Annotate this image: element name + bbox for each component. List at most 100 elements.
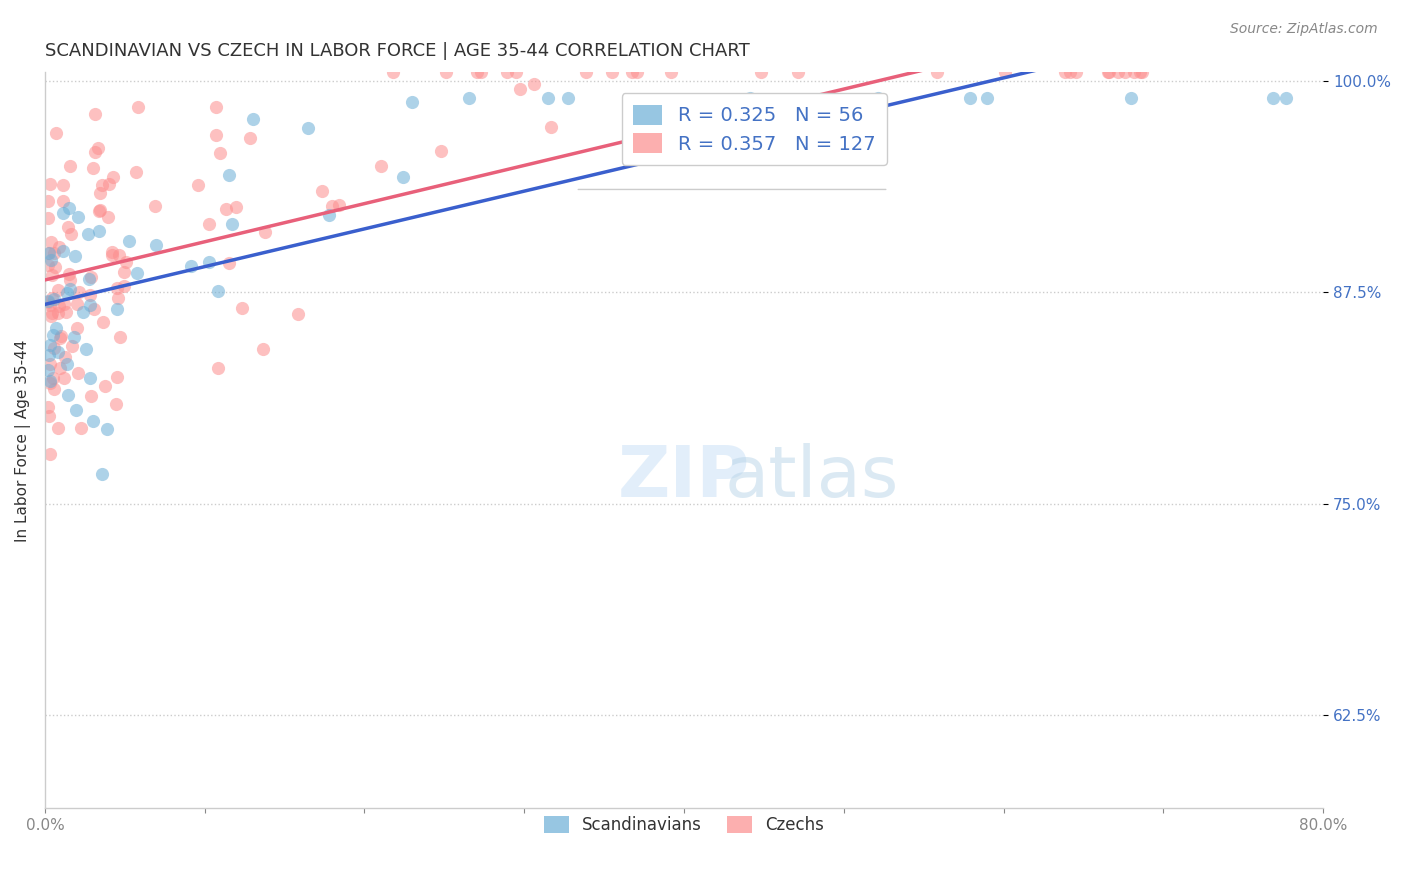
Point: [740, 91, 762, 105]
Point: [1053, 65, 1076, 79]
Point: [65, 403, 87, 417]
Point: [59, 273, 82, 287]
Point: [434, 65, 457, 79]
Point: [89, 203, 111, 218]
Point: [79, 370, 101, 384]
Point: [66, 367, 89, 381]
Point: [382, 65, 405, 79]
Y-axis label: In Labor Force | Age 35-44: In Labor Force | Age 35-44: [15, 339, 31, 541]
Point: [38, 337, 60, 351]
Point: [52, 244, 75, 258]
Point: [225, 201, 247, 215]
Point: [48, 240, 70, 254]
Point: [1320, 65, 1343, 79]
Point: [1129, 65, 1152, 79]
Point: [115, 255, 138, 269]
Point: [94, 378, 117, 392]
Point: [1114, 65, 1136, 79]
Point: [49, 329, 72, 343]
Point: [218, 256, 240, 270]
Point: [79, 298, 101, 312]
Point: [214, 202, 236, 216]
Point: [104, 396, 127, 410]
Point: [55, 305, 77, 319]
Point: [91, 467, 114, 481]
Point: [107, 291, 129, 305]
Point: [180, 259, 202, 273]
Point: [42, 245, 65, 260]
Point: [53, 371, 76, 385]
Point: [37, 211, 59, 225]
Point: [82, 414, 104, 428]
Point: [401, 95, 423, 109]
Point: [621, 65, 644, 79]
Point: [112, 265, 135, 279]
Point: [218, 169, 240, 183]
Point: [505, 65, 527, 79]
Point: [39, 298, 62, 312]
Point: [91, 315, 114, 329]
Text: ZIP: ZIP: [619, 442, 751, 512]
Point: [39, 447, 62, 461]
Point: [60, 227, 83, 241]
Point: [1261, 91, 1284, 105]
Point: [80, 270, 103, 285]
Point: [37, 363, 59, 377]
Point: [48, 331, 70, 345]
Point: [143, 199, 166, 213]
Point: [38, 374, 60, 388]
Point: [58, 201, 80, 215]
Point: [55, 357, 77, 371]
Point: [976, 91, 998, 105]
Point: [63, 330, 86, 344]
Point: [77, 272, 100, 286]
Point: [38, 409, 60, 423]
Point: [787, 65, 810, 79]
Point: [52, 205, 75, 219]
Point: [39, 357, 62, 371]
Point: [391, 169, 413, 184]
Point: [198, 217, 221, 231]
Point: [370, 159, 392, 173]
Point: [1098, 65, 1121, 79]
Point: [37, 258, 59, 272]
Point: [1119, 91, 1142, 105]
Point: [198, 254, 221, 268]
Point: [56, 219, 79, 234]
Point: [41, 306, 63, 320]
Point: [87, 141, 110, 155]
Point: [89, 202, 111, 217]
Point: [48, 344, 70, 359]
Point: [221, 217, 243, 231]
Point: [42, 293, 65, 307]
Point: [59, 160, 82, 174]
Point: [205, 100, 228, 114]
Point: [58, 267, 80, 281]
Point: [37, 400, 59, 414]
Point: [37, 294, 59, 309]
Point: [925, 65, 948, 79]
Point: [1097, 65, 1119, 79]
Point: [328, 198, 350, 212]
Point: [659, 65, 682, 79]
Point: [89, 186, 111, 201]
Point: [44, 260, 66, 275]
Point: [207, 285, 229, 299]
Point: [626, 65, 648, 79]
Point: [97, 210, 120, 224]
Point: [458, 91, 481, 105]
Point: [254, 225, 277, 239]
Point: [46, 421, 69, 435]
Point: [45, 321, 67, 335]
Point: [39, 253, 62, 268]
Point: [84, 145, 107, 160]
Point: [82, 161, 104, 176]
Point: [287, 307, 309, 321]
Point: [242, 112, 264, 126]
Point: [1275, 91, 1298, 105]
Point: [67, 210, 90, 224]
Point: [575, 65, 598, 79]
Text: SCANDINAVIAN VS CZECH IN LABOR FORCE | AGE 35-44 CORRELATION CHART: SCANDINAVIAN VS CZECH IN LABOR FORCE | A…: [45, 42, 749, 60]
Point: [46, 306, 69, 320]
Point: [41, 291, 63, 305]
